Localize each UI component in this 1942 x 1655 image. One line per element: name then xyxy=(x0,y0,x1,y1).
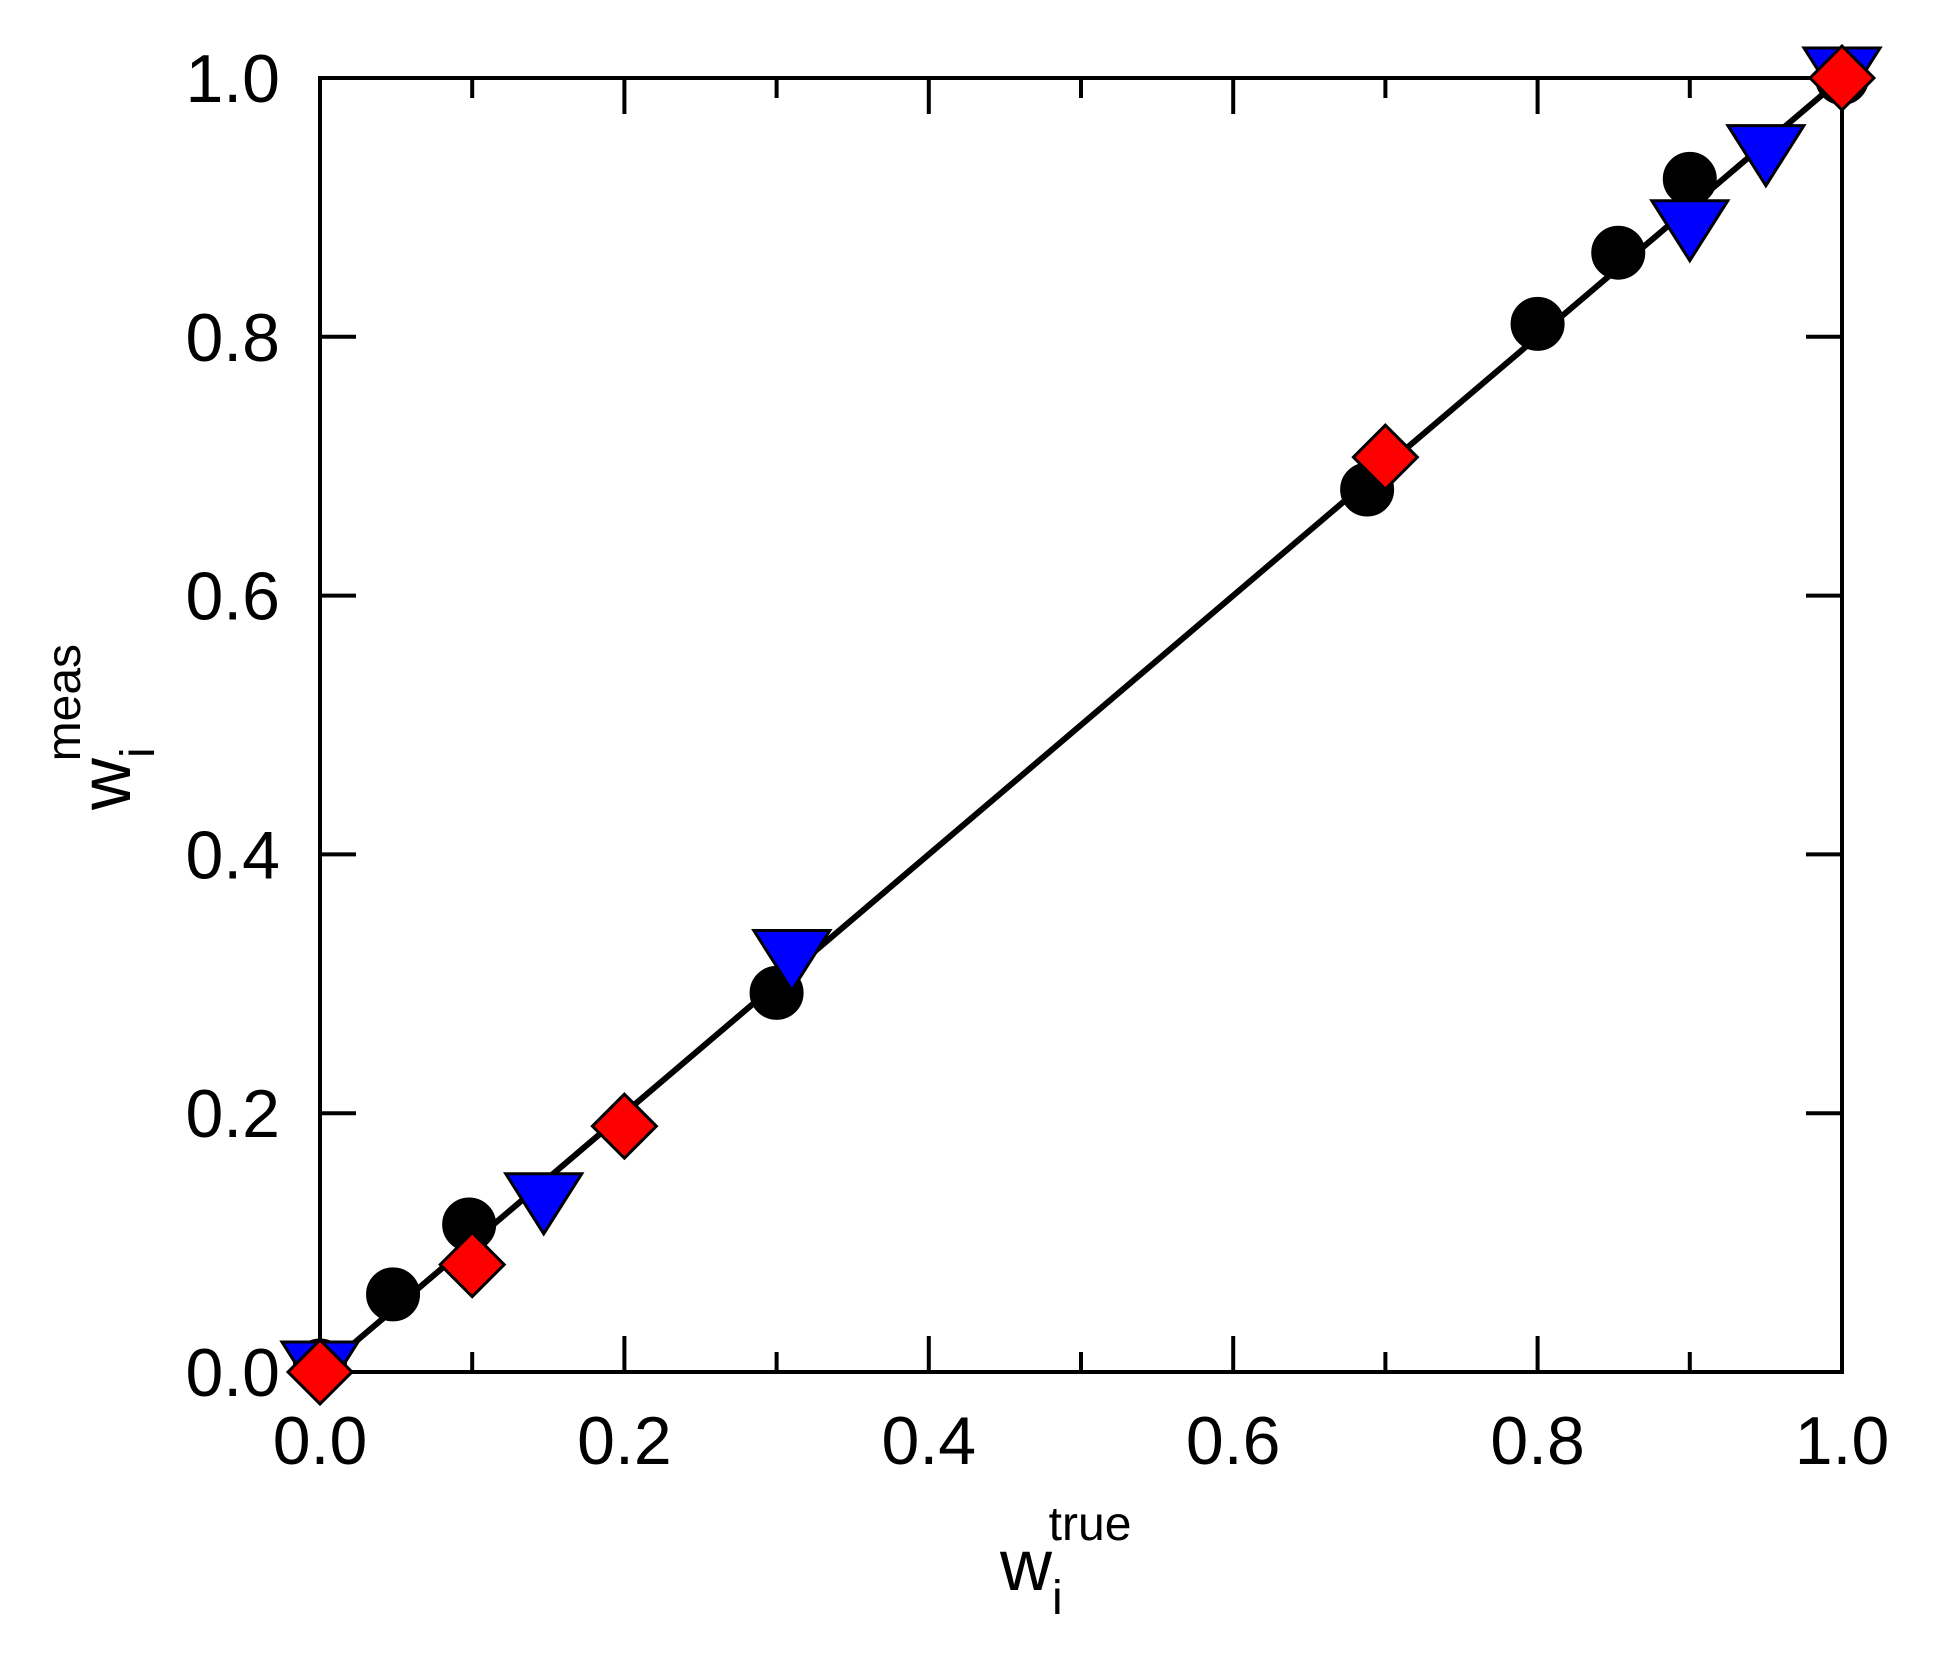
x-axis-title: wi true xyxy=(999,1498,1131,1625)
diamond-point xyxy=(590,1092,659,1161)
y-tick-label: 0.4 xyxy=(185,817,280,893)
data-markers xyxy=(279,43,1883,1407)
circle-point xyxy=(366,1267,421,1322)
x-axis-title-sub: i xyxy=(1052,1572,1063,1625)
y-tick-label: 0.0 xyxy=(185,1335,280,1411)
y-axis-title-sub: i xyxy=(112,747,165,758)
x-axis-title-sup: true xyxy=(1049,1498,1132,1551)
y-axis-title-sup: meas xyxy=(38,644,91,761)
y-tick-label: 0.8 xyxy=(185,300,280,376)
x-tick-label: 0.4 xyxy=(882,1403,977,1479)
diamond-point xyxy=(1351,423,1420,492)
y-axis-title-base: w xyxy=(66,757,146,811)
x-tick-label: 0.2 xyxy=(577,1403,672,1479)
y-axis-title: wi meas xyxy=(38,644,165,811)
x-tick-label: 0.8 xyxy=(1490,1403,1585,1479)
tick-labels: 0.0 0.2 0.4 0.6 0.8 1.0 0.0 0.2 0.4 0.6 0.8 1.0 xyxy=(185,41,1889,1479)
x-axis-title-base: w xyxy=(999,1526,1053,1606)
circle-point xyxy=(1662,151,1717,206)
triangle-point xyxy=(1649,199,1731,264)
x-tick-label: 1.0 xyxy=(1795,1403,1890,1479)
triangle-point xyxy=(751,929,833,994)
y-tick-label: 0.6 xyxy=(185,559,280,635)
triangle-point xyxy=(503,1172,585,1237)
circle-point xyxy=(1510,296,1565,351)
x-tick-label: 0.0 xyxy=(273,1403,368,1479)
x-tick-label: 0.6 xyxy=(1186,1403,1281,1479)
circle-point xyxy=(1591,225,1646,280)
diamond-point xyxy=(285,1337,355,1407)
y-tick-label: 0.2 xyxy=(185,1076,280,1152)
y-tick-label: 1.0 xyxy=(185,41,280,117)
diamond-point xyxy=(1807,43,1877,113)
reference-line xyxy=(318,75,1844,1375)
triangle-point xyxy=(1725,124,1807,189)
diamond-point xyxy=(438,1230,507,1299)
